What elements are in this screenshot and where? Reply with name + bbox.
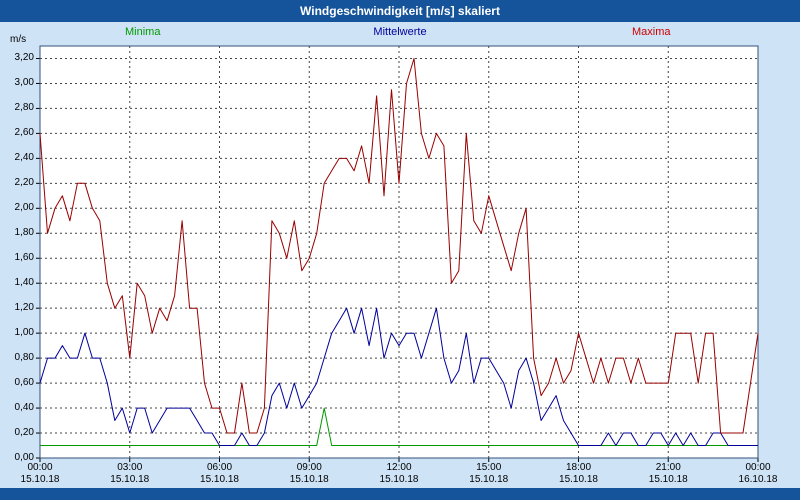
- y-axis-unit-label: m/s: [10, 34, 27, 45]
- window-title: Windgeschwindigkeit [m/s] skaliert: [300, 4, 500, 18]
- legend-minima: Minima: [125, 26, 161, 38]
- bottom-bar: [0, 488, 800, 500]
- legend: Minima Mittelwerte Maxima: [0, 26, 800, 42]
- legend-mittelwerte: Mittelwerte: [373, 26, 427, 38]
- legend-maxima: Maxima: [632, 26, 671, 38]
- title-bar: Windgeschwindigkeit [m/s] skaliert: [0, 0, 800, 22]
